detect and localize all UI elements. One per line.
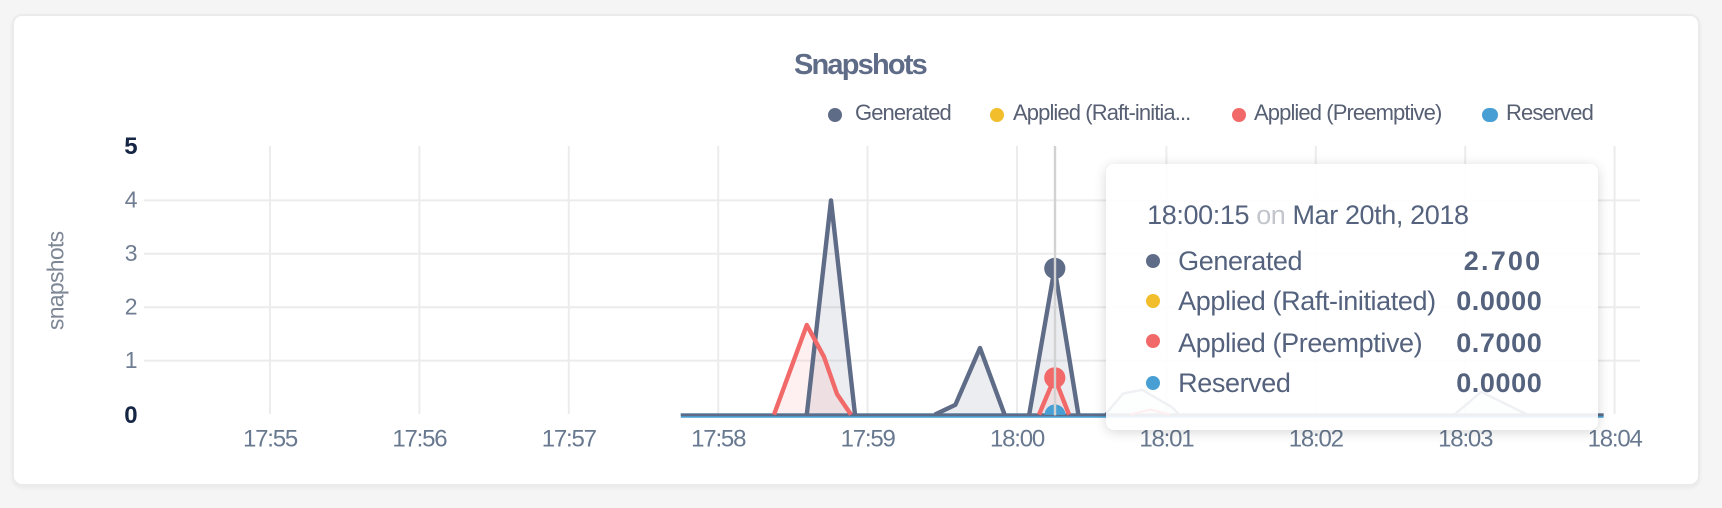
svg-text:4: 4	[125, 186, 138, 212]
svg-text:18:02: 18:02	[1289, 425, 1344, 452]
svg-text:2: 2	[125, 293, 138, 319]
svg-text:18:04: 18:04	[1588, 425, 1643, 452]
svg-text:5: 5	[124, 133, 137, 160]
svg-text:18:01: 18:01	[1139, 425, 1194, 452]
svg-text:0: 0	[124, 402, 137, 429]
svg-text:18:03: 18:03	[1438, 425, 1493, 452]
svg-text:3: 3	[125, 240, 138, 266]
svg-text:17:56: 17:56	[392, 425, 447, 452]
svg-text:1: 1	[125, 347, 138, 373]
svg-text:17:55: 17:55	[243, 425, 298, 452]
svg-text:18:00: 18:00	[990, 425, 1045, 452]
svg-text:17:58: 17:58	[691, 425, 746, 452]
svg-text:17:59: 17:59	[841, 425, 896, 452]
svg-text:snapshots: snapshots	[42, 231, 68, 330]
svg-text:17:57: 17:57	[542, 425, 597, 452]
